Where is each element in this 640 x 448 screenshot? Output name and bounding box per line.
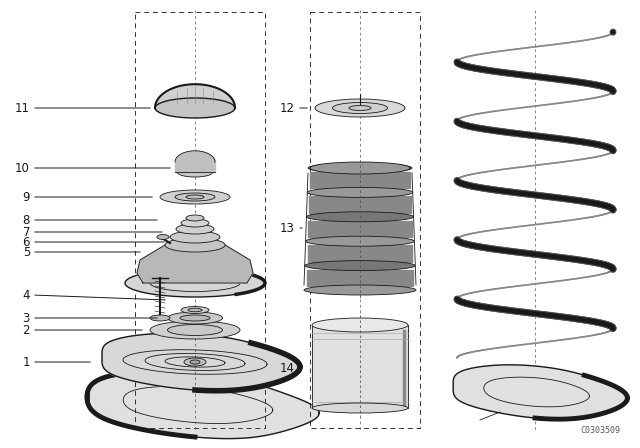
Ellipse shape [184,358,206,366]
Ellipse shape [304,285,416,295]
Polygon shape [89,371,319,439]
Ellipse shape [157,234,169,240]
Ellipse shape [168,324,223,336]
Ellipse shape [175,193,215,201]
Text: 2: 2 [22,323,30,336]
Ellipse shape [150,315,170,321]
Ellipse shape [186,215,204,221]
Polygon shape [453,365,629,419]
Polygon shape [102,333,302,391]
Ellipse shape [308,163,412,173]
Ellipse shape [315,99,405,117]
Text: 3: 3 [22,311,30,324]
Ellipse shape [349,105,371,111]
Polygon shape [308,221,412,237]
Ellipse shape [168,312,223,324]
Ellipse shape [180,315,210,321]
Text: 9: 9 [22,190,30,203]
Text: 1: 1 [22,356,30,369]
Ellipse shape [305,261,415,271]
Ellipse shape [186,195,204,199]
Text: 13: 13 [280,221,295,234]
Ellipse shape [181,306,209,314]
Ellipse shape [307,187,413,198]
Polygon shape [307,270,413,286]
Ellipse shape [177,167,213,177]
Ellipse shape [165,238,225,252]
Ellipse shape [170,231,220,243]
Polygon shape [137,245,253,283]
Text: 4: 4 [22,289,30,302]
Text: 12: 12 [280,102,295,115]
Ellipse shape [155,98,235,118]
Polygon shape [310,172,410,189]
Ellipse shape [181,219,209,227]
Polygon shape [309,196,411,213]
Ellipse shape [160,190,230,204]
Ellipse shape [125,269,265,297]
Text: 14: 14 [280,362,295,375]
Ellipse shape [306,236,415,246]
Ellipse shape [307,212,413,222]
Ellipse shape [333,103,387,113]
Ellipse shape [310,162,410,174]
Ellipse shape [190,360,200,364]
Text: 7: 7 [22,225,30,238]
Text: 8: 8 [22,214,30,227]
Ellipse shape [312,403,408,413]
Ellipse shape [176,224,214,234]
Ellipse shape [312,318,408,332]
Ellipse shape [188,308,202,312]
Text: 11: 11 [15,102,30,115]
Polygon shape [308,245,412,262]
Text: 10: 10 [15,161,30,175]
Text: 5: 5 [22,246,30,258]
Polygon shape [312,325,408,408]
Ellipse shape [150,321,240,339]
Text: 6: 6 [22,236,30,249]
Text: C0303509: C0303509 [580,426,620,435]
